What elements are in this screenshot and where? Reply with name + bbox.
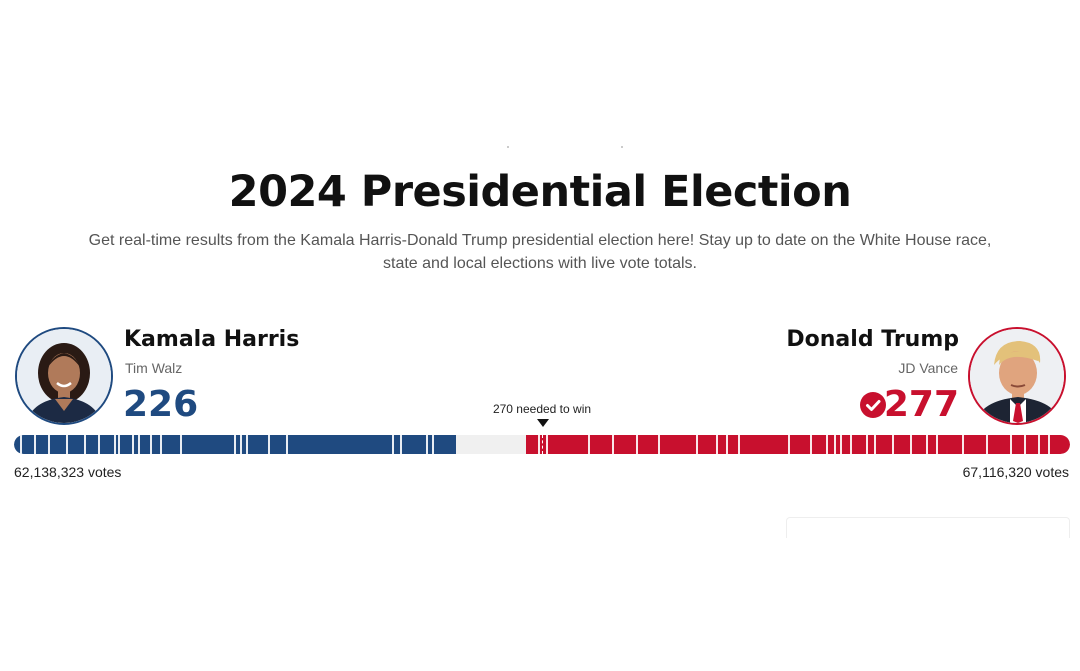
bar-segment-divider: [426, 435, 428, 454]
bar-segment-divider: [962, 435, 964, 454]
bar-segment-divider: [696, 435, 698, 454]
bar-segment-divider: [936, 435, 938, 454]
bar-segment-divider: [910, 435, 912, 454]
democrat-name: Kamala Harris: [124, 327, 300, 352]
bar-segment-divider: [546, 435, 548, 454]
subtitle-line: state and local elections with live vote…: [383, 255, 697, 272]
republican-popular-votes: 67,116,320 votes: [962, 464, 1069, 480]
bar-segment-divider: [268, 435, 270, 454]
bar-segment-divider: [240, 435, 242, 454]
bar-segment-divider: [658, 435, 660, 454]
democrat-popular-votes: 62,138,323 votes: [14, 464, 122, 480]
bar-segment-divider: [1010, 435, 1012, 454]
page-title: 2024 Presidential Election: [228, 167, 852, 217]
bar-segment-divider: [1048, 435, 1050, 454]
bar-segment-divider: [826, 435, 828, 454]
bar-segment-divider: [150, 435, 152, 454]
bar-segment-divider: [180, 435, 182, 454]
bar-segment-divider: [986, 435, 988, 454]
page-subtitle: Get real-time results from the Kamala Ha…: [80, 229, 1000, 275]
bar-segment-divider: [588, 435, 590, 454]
content-card-edge: [786, 517, 1070, 538]
bar-segment-divider: [432, 435, 434, 454]
bar-segment-divider: [716, 435, 718, 454]
republican-electoral-votes: 277: [883, 384, 959, 425]
bar-segment-divider: [114, 435, 116, 454]
bar-segment-divider: [98, 435, 100, 454]
bar-segment-divider: [246, 435, 248, 454]
bar-segment-divider: [20, 435, 22, 454]
bar-segment-divider: [926, 435, 928, 454]
electoral-vote-bar: [14, 435, 1070, 454]
bar-segment-divider: [834, 435, 836, 454]
bar-segment-divider: [84, 435, 86, 454]
subtitle-line: Get real-time results from the Kamala Ha…: [88, 232, 992, 249]
bar-segment-divider: [788, 435, 790, 454]
win-threshold-line: [542, 435, 543, 454]
bar-segment-divider: [138, 435, 140, 454]
bar-segment-divider: [810, 435, 812, 454]
decorative-dot: [507, 146, 509, 148]
bar-segment-divider: [234, 435, 236, 454]
decorative-dot: [621, 146, 623, 148]
bar-segment-divider: [286, 435, 288, 454]
bar-segment-divider: [612, 435, 614, 454]
bar-segment-divider: [738, 435, 740, 454]
bar-segment-divider: [48, 435, 50, 454]
bar-segment-divider: [636, 435, 638, 454]
caret-down-icon: [537, 419, 549, 427]
bar-segment-divider: [866, 435, 868, 454]
bar-segment-divider: [1024, 435, 1026, 454]
republican-name: Donald Trump: [786, 327, 959, 352]
bar-segment-divider: [392, 435, 394, 454]
bar-segment-divider: [66, 435, 68, 454]
bar-segment-divider: [850, 435, 852, 454]
bar-segment-divider: [34, 435, 36, 454]
bar-segment-divider: [400, 435, 402, 454]
republican-running-mate: JD Vance: [898, 360, 958, 376]
democrat-running-mate: Tim Walz: [125, 360, 183, 376]
bar-segment-divider: [160, 435, 162, 454]
bar-segment-divider: [132, 435, 134, 454]
check-circle-icon: [860, 392, 886, 418]
republican-bar: [526, 435, 1070, 454]
harris-avatar: [15, 327, 113, 425]
bar-segment-divider: [118, 435, 120, 454]
bar-segment-divider: [1038, 435, 1040, 454]
needed-to-win-label: 270 needed to win: [492, 402, 592, 416]
bar-segment-divider: [892, 435, 894, 454]
bar-segment-divider: [874, 435, 876, 454]
trump-avatar: [968, 327, 1066, 425]
bar-segment-divider: [840, 435, 842, 454]
bar-segment-divider: [538, 435, 540, 454]
bar-segment-divider: [726, 435, 728, 454]
democrat-electoral-votes: 226: [123, 384, 199, 425]
